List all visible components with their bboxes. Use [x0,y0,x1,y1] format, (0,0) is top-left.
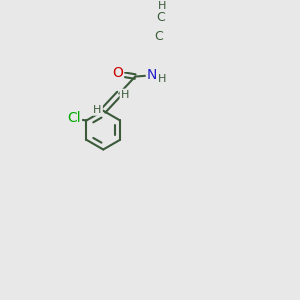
Text: H: H [158,74,167,84]
Text: O: O [112,66,123,80]
Text: Cl: Cl [67,111,81,125]
Text: H: H [121,90,129,100]
Text: N: N [147,68,158,82]
Text: C: C [154,30,163,43]
Text: H: H [93,105,102,115]
Text: C: C [156,11,165,24]
Text: H: H [158,1,166,11]
